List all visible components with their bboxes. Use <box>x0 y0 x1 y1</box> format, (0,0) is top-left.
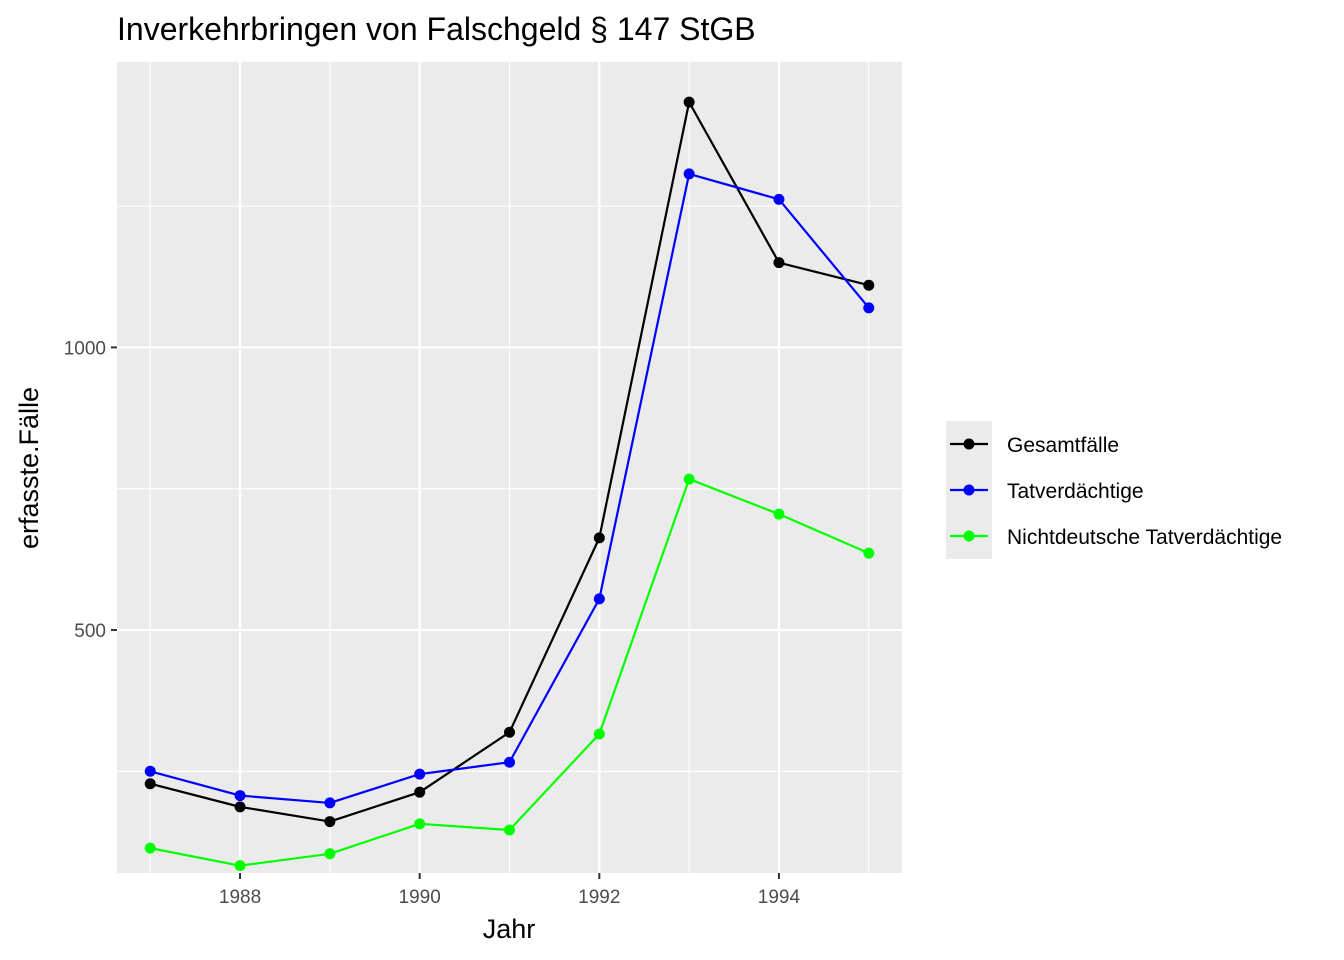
x-tick-label: 1990 <box>399 887 441 908</box>
data-point <box>324 797 336 809</box>
y-tick-label: 1000 <box>64 338 106 359</box>
data-point <box>414 786 426 798</box>
y-axis-title: erfasste.Fälle <box>14 387 44 549</box>
x-tick-label: 1988 <box>219 887 261 908</box>
data-point <box>863 547 875 559</box>
legend-key-point <box>963 484 975 496</box>
data-point <box>324 848 336 860</box>
x-tick-label: 1994 <box>758 887 801 908</box>
data-point <box>683 96 695 108</box>
data-point <box>504 726 515 738</box>
data-point <box>324 816 336 828</box>
data-point <box>504 756 515 768</box>
legend-label: Nichtdeutsche Tatverdächtige <box>1007 526 1282 549</box>
chart-title: Inverkehrbringen von Falschgeld § 147 St… <box>117 11 756 47</box>
legend-label: Tatverdächtige <box>1007 480 1144 503</box>
data-point <box>234 801 246 813</box>
data-point <box>414 818 426 830</box>
series-Nichtdeutsche Tatverdächtige <box>144 473 875 872</box>
series-Tatverdächtige <box>144 168 875 809</box>
x-tick-label: 1992 <box>578 887 620 908</box>
data-point <box>234 790 246 802</box>
data-point <box>773 508 785 520</box>
data-point <box>504 824 515 836</box>
legend-label: Gesamtfälle <box>1007 434 1119 457</box>
data-point <box>683 168 695 180</box>
legend: Gesamtfälle Tatverdächtige Nichtdeutsche T… <box>946 421 1282 559</box>
data-point <box>593 532 605 544</box>
y-tick-label: 500 <box>74 621 106 642</box>
data-point <box>773 257 785 269</box>
x-axis: 1988 1990 1992 1994 <box>219 873 801 908</box>
data-point <box>863 302 875 314</box>
x-axis-title: Jahr <box>483 914 536 944</box>
data-point <box>863 279 875 291</box>
series-layer <box>144 96 875 872</box>
data-point <box>593 728 605 740</box>
data-point <box>683 473 695 485</box>
data-point <box>144 842 156 854</box>
data-point <box>144 778 156 790</box>
data-point <box>414 768 426 780</box>
data-point <box>773 193 785 205</box>
series-Gesamtfälle <box>144 96 875 828</box>
data-point <box>144 765 156 777</box>
y-axis: 500 1000 <box>64 338 117 642</box>
minor-gridlines <box>117 62 902 873</box>
data-point <box>234 860 246 872</box>
legend-key-point <box>963 438 975 450</box>
data-point <box>593 593 605 605</box>
legend-key-point <box>963 530 975 542</box>
